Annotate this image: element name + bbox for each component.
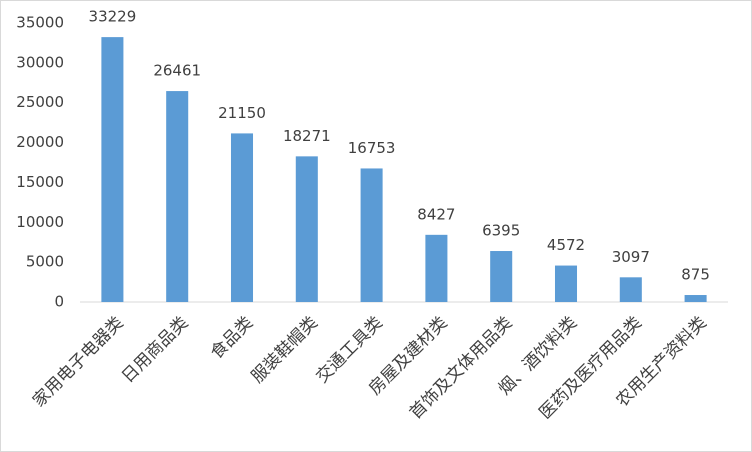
bar (295, 156, 318, 302)
bar (619, 277, 642, 302)
data-label: 6395 (482, 222, 520, 240)
bar (684, 295, 707, 302)
data-label: 26461 (153, 62, 201, 80)
bar (166, 91, 189, 303)
y-tick-label: 10000 (16, 213, 64, 231)
bar (101, 37, 124, 302)
data-label: 875 (681, 266, 710, 284)
bar (490, 251, 513, 302)
bar (554, 265, 578, 302)
bar (230, 133, 254, 302)
bar (360, 168, 383, 302)
y-tick-label: 35000 (16, 14, 64, 32)
data-label: 3097 (612, 248, 650, 266)
data-label: 21150 (218, 104, 266, 122)
y-tick-label: 30000 (16, 53, 64, 71)
y-tick-label: 15000 (16, 173, 64, 191)
y-tick-label: 0 (54, 293, 64, 311)
data-label: 18271 (283, 127, 331, 145)
bar (425, 234, 448, 302)
y-tick-label: 25000 (16, 93, 64, 111)
data-label: 8427 (417, 205, 455, 223)
data-label: 4572 (547, 236, 585, 254)
data-label: 16753 (348, 139, 396, 157)
y-tick-label: 5000 (26, 253, 64, 271)
y-tick-label: 20000 (16, 133, 64, 151)
data-label: 33229 (89, 8, 137, 26)
